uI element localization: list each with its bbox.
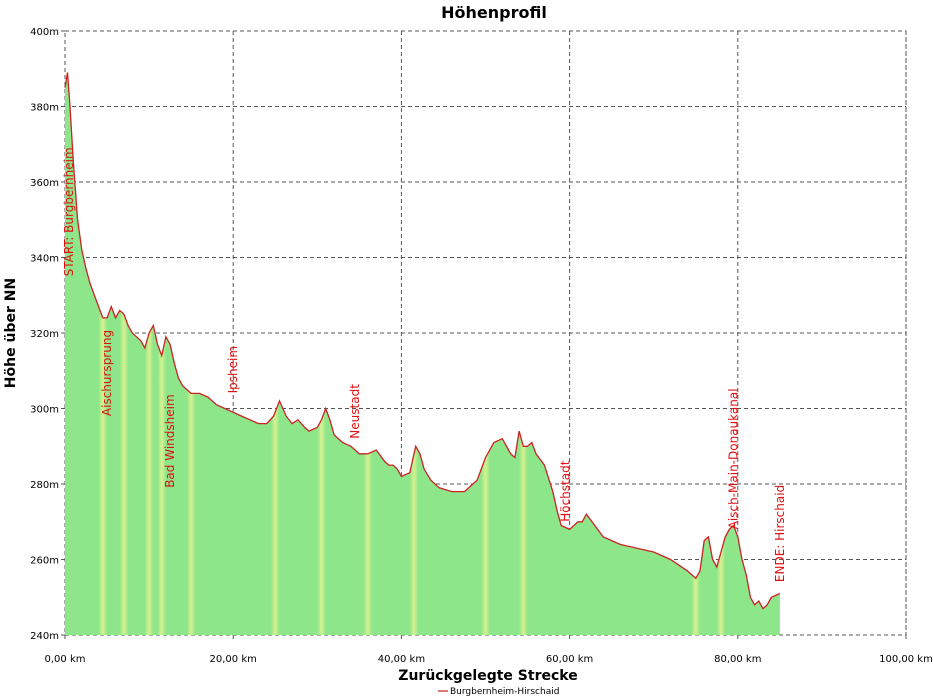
chart-title: Höhenprofil [441,3,547,22]
y-tick-label: 280m [30,480,59,491]
x-tick-label: 40,00 km [378,654,425,665]
area-layer [64,72,781,635]
annotation-layer: START: Burgbernheim Aischursprung Bad Wind… [62,147,787,582]
y-tick-label: 340m [30,254,59,265]
annotation-label: Höchstadt [558,460,572,521]
y-axis-title: Höhe über NN [3,278,19,388]
x-tick-label: 20,00 km [210,654,257,665]
elevation-area [65,72,780,635]
annotation-label: Neustadt [348,384,362,439]
y-tick-label: 360m [30,178,59,189]
annotation-label: START: Burgbernheim [62,147,76,276]
y-tick-label: 320m [30,329,59,340]
annotation-label: Aisch-Main-Donaukanal [727,388,741,529]
elevation-line [64,72,781,610]
x-tick-label: 100,00 km [879,654,933,665]
legend-label: Burgbernheim-Hirschaid [450,687,559,697]
axis-layer: 240m 260m 280m 300m 320m 340m 360m 380m 400m 0,00… [30,27,933,665]
annotation-label: ENDE: Hirschaid [773,485,787,582]
annotation-label: Ipsheim [226,346,240,393]
annotation-label: Aischursprung [100,330,114,416]
x-axis-title: Zurückgelegte Strecke [398,668,577,684]
y-tick-label: 400m [30,27,59,38]
y-tick-label: 240m [30,631,59,642]
y-tick-label: 380m [30,103,59,114]
x-tick-label: 80,00 km [714,654,761,665]
x-tick-label: 60,00 km [546,654,593,665]
annotation-label: Bad Windsheim [163,394,177,487]
legend: Burgbernheim-Hirschaid [438,687,559,697]
y-tick-label: 300m [30,405,59,416]
y-tick-label: 260m [30,556,59,567]
x-tick-label: 0,00 km [45,654,86,665]
